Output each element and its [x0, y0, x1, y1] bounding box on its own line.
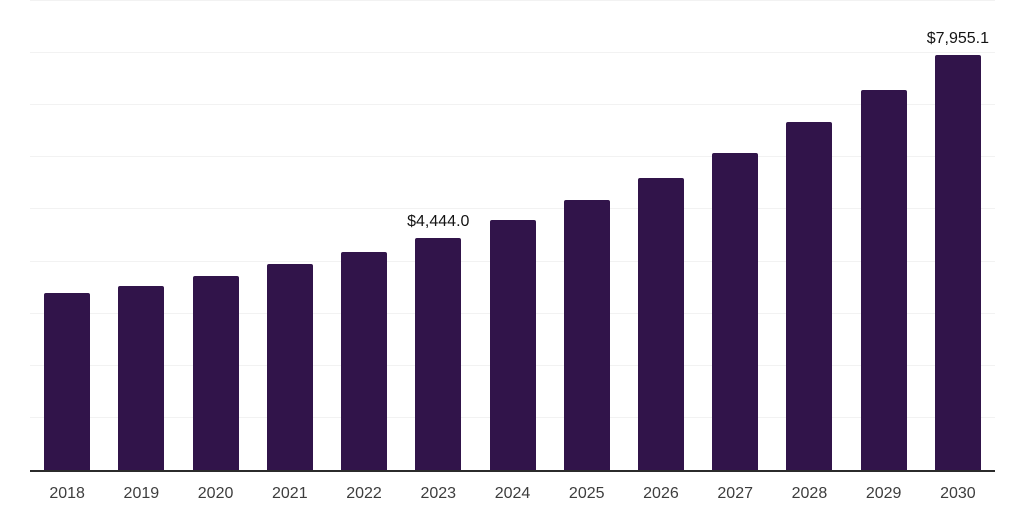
- bar-2030: [934, 55, 981, 470]
- bar-2018: [44, 293, 91, 470]
- bar-2026: [637, 178, 684, 470]
- bar-2022: [341, 252, 388, 470]
- x-tick-label-2022: 2022: [346, 485, 382, 502]
- gridline: [30, 0, 995, 1]
- x-tick-label-2027: 2027: [717, 485, 753, 502]
- x-tick-label-2019: 2019: [123, 485, 160, 502]
- x-tick-label-2028: 2028: [791, 485, 828, 502]
- x-tick-label-2025: 2025: [568, 485, 605, 502]
- x-tick-label-2026: 2026: [643, 485, 679, 502]
- bar-2025: [563, 199, 610, 470]
- bar-2020: [192, 275, 239, 470]
- plot-area: $4,444.0 $7,955.1: [30, 0, 995, 472]
- value-label-2023: $4,444.0: [407, 213, 470, 231]
- bar-2029: [860, 90, 907, 470]
- bar-2021: [266, 264, 313, 470]
- x-tick-label-2021: 2021: [272, 485, 308, 502]
- bar-2019: [118, 286, 165, 470]
- x-tick-label-2020: 2020: [197, 485, 234, 502]
- value-label-2030: $7,955.1: [926, 30, 990, 48]
- x-tick-label-2024: 2024: [494, 485, 531, 502]
- bar-2027: [712, 153, 759, 470]
- x-tick-label-2030: 2030: [940, 485, 976, 502]
- bar-2024: [489, 220, 536, 470]
- x-axis-line: [30, 470, 995, 472]
- x-tick-label-2023: 2023: [420, 485, 457, 502]
- gridline: [30, 52, 995, 54]
- x-axis-labels: 2018 2019 2020 2021 2022 2023 2024 2025 2026 2027…: [30, 484, 995, 506]
- gridline: [30, 104, 995, 106]
- x-tick-label-2018: 2018: [49, 485, 85, 502]
- x-tick-label-2029: 2029: [865, 485, 902, 502]
- gridline: [30, 208, 995, 210]
- bar-2023: [415, 238, 462, 470]
- gridline: [30, 156, 995, 158]
- bar-2028: [786, 121, 833, 470]
